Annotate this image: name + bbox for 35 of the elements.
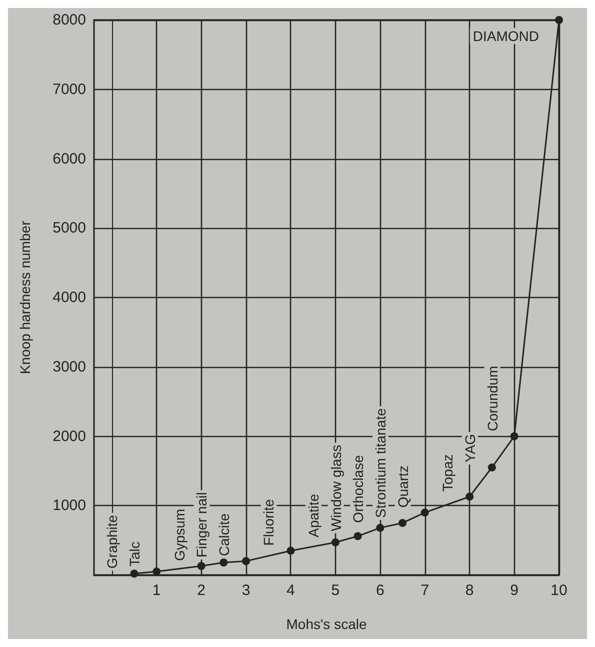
annotation: Fluorite bbox=[260, 498, 277, 546]
annotation: Graphite bbox=[104, 514, 120, 569]
x-tick-label: 5 bbox=[331, 582, 340, 599]
annotation: Calcite bbox=[216, 513, 232, 556]
y-tick-label: 8000 bbox=[52, 12, 86, 28]
x-tick-label: 3 bbox=[242, 582, 250, 599]
annotation: Window glass bbox=[328, 444, 344, 532]
x-tick-label: 9 bbox=[510, 582, 518, 599]
annotation: YAG bbox=[462, 434, 478, 462]
annotation: Quartz bbox=[394, 466, 411, 508]
x-tick-label: 6 bbox=[376, 582, 384, 599]
y-tick-label: 6000 bbox=[52, 150, 86, 168]
x-tick-label: 8 bbox=[465, 582, 474, 599]
annotation: DIAMOND bbox=[472, 28, 539, 44]
x-tick-label: 4 bbox=[286, 582, 295, 599]
annotation: Talc bbox=[126, 542, 143, 567]
annotation: Finger nail bbox=[194, 492, 210, 558]
x-tick-label: 7 bbox=[420, 582, 430, 599]
annotation: Orthoclase bbox=[350, 454, 366, 523]
annotation: Apatite bbox=[305, 494, 322, 538]
annotation: Corundum bbox=[484, 366, 500, 432]
x-tick-label: 2 bbox=[197, 582, 206, 599]
x-tick-label: 10 bbox=[550, 582, 568, 599]
x-tick-label: 1 bbox=[152, 582, 161, 599]
annotation: Topaz bbox=[440, 454, 456, 492]
annotation: Gypsum bbox=[171, 508, 188, 561]
y-tick-label: 7000 bbox=[52, 80, 86, 98]
y-tick-label: 4000 bbox=[52, 289, 86, 306]
y-tick-label: 1000 bbox=[52, 497, 86, 514]
y-tick-label: 2000 bbox=[52, 428, 86, 445]
x-axis-title: Mohs's scale bbox=[286, 616, 367, 632]
y-tick-label: 3000 bbox=[52, 358, 86, 376]
y-tick-label: 5000 bbox=[52, 220, 86, 237]
annotation: Strontium titanate bbox=[372, 408, 389, 518]
y-axis-title: Knoop hardness number bbox=[17, 220, 33, 374]
